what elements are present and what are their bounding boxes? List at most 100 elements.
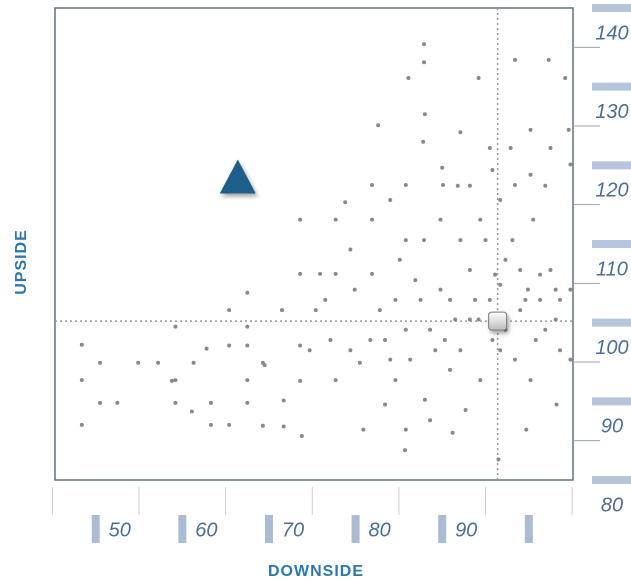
scatter-point [490,337,495,342]
scatter-point [333,217,338,222]
scatter-point [227,422,232,427]
scatter-point [512,183,517,187]
scatter-point [473,297,478,302]
x-axis-title: DOWNSIDE [268,563,364,580]
scatter-point [173,324,178,329]
scatter-point [393,378,398,383]
y-axis-title: UPSIDE [13,229,30,295]
scatter-point [554,402,559,407]
scatter-point [227,308,232,313]
scatter-point [422,397,427,402]
scatter-point [558,348,563,353]
scatter-point [512,357,517,362]
scatter-point [568,162,573,167]
y-tick-mark [592,82,631,91]
scatter-point [227,343,232,348]
scatter-point [208,400,213,405]
scatter-point [323,297,328,302]
scatter-point [333,271,338,276]
scatter-point [348,348,353,353]
scatter-point [438,217,443,222]
scatter-point [298,343,303,348]
scatter-point [191,360,196,365]
scatter-point [370,183,375,187]
x-tick-mark [524,515,533,543]
y-tick-label: 140 [595,22,628,44]
y-tick-label: 110 [596,258,628,280]
scatter-point [458,348,463,353]
scatter-point [377,308,382,313]
scatter-point [450,430,455,435]
scatter-point [318,271,323,276]
scatter-point [458,130,463,135]
x-tick-mark [91,515,100,543]
scatter-point [403,427,408,432]
scatter-point [455,183,460,188]
scatter-point [245,378,250,383]
scatter-point [368,337,373,342]
scatter-point [352,287,357,292]
scatter-point [403,238,408,243]
scatter-point [79,422,84,427]
scatter-point [298,271,303,276]
scatter-point [403,327,408,332]
x-tick-label: 70 [282,519,304,541]
scatter-point [525,287,530,292]
scatter-point [490,168,495,173]
scatter-point [476,317,481,322]
scatter-point [493,272,498,277]
scatter-point [512,57,517,62]
scatter-point [440,165,445,170]
scatter-point [245,290,250,295]
scatter-point [478,378,483,383]
y-tick-mark [592,161,631,170]
scatter-point [487,297,492,302]
scatter-point [538,297,543,302]
scatter-point [189,409,194,414]
scatter-point [361,427,366,432]
scatter-point [204,346,209,351]
scatter-point [383,337,388,342]
scatter-point [563,76,568,81]
scatter-point [558,297,563,302]
scatter-point [478,217,483,222]
scatter-point [438,287,443,292]
scatter-point [115,400,120,405]
scatter-point [447,297,452,302]
scatter-point [281,424,286,429]
y-tick-label: 90 [601,416,623,438]
scatter-point [136,360,141,365]
scatter-point [333,378,338,383]
scatter-point [357,360,362,365]
scatter-point [467,183,472,188]
x-tick-mark [264,515,273,543]
scatter-point [467,267,472,272]
scatter-point [533,337,538,342]
scatter-point [523,297,528,302]
scatter-point [298,217,303,222]
scatter-point [518,308,523,313]
scatter-point [173,400,178,405]
scatter-point [281,398,286,403]
y-tick-mark [592,397,631,406]
scatter-point [458,238,463,243]
scatter-point [528,172,533,177]
scatter-point [483,238,488,243]
scatter-point [524,427,529,432]
scatter-point [487,146,492,151]
scatter-point [79,342,84,347]
scatter-point [498,197,503,202]
scatter-point [245,400,250,405]
scatter-point [442,337,447,342]
x-tick-label: 50 [109,519,131,541]
y-tick-label: 100 [595,337,628,359]
scatter-point [531,217,536,222]
x-tick-mark [178,515,187,543]
scatter-point [508,146,513,151]
scatter-point [299,433,304,438]
scatter-point [441,183,446,187]
scatter-point [348,247,353,252]
scatter-point [408,357,413,362]
scatter-point [169,378,174,383]
